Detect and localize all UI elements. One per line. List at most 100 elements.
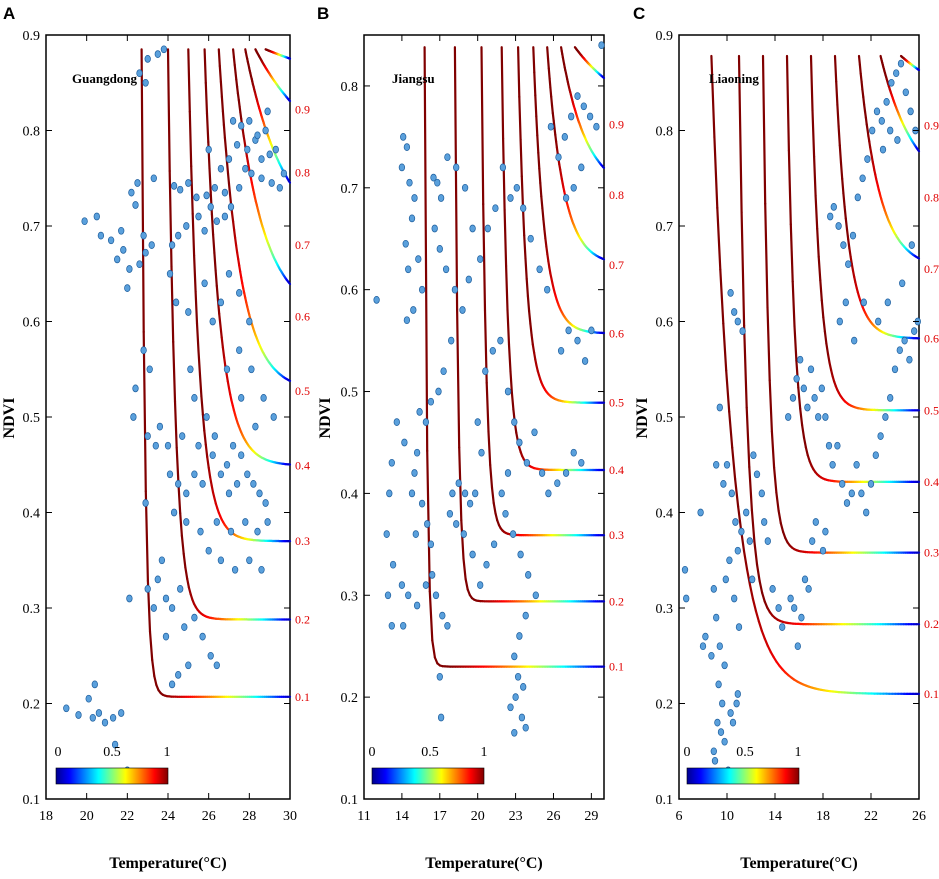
y-tick-label: 0.9 <box>23 29 41 44</box>
curve-segment <box>536 134 540 154</box>
curve-segment <box>236 92 240 102</box>
scatter-point <box>211 432 218 440</box>
x-tick-label: 26 <box>202 809 216 824</box>
curve-segment <box>200 395 204 416</box>
colorbar-label-mid: 0.5 <box>421 745 439 760</box>
scatter-point <box>168 241 176 249</box>
scatter-point <box>408 489 416 498</box>
x-tick-label: 30 <box>283 809 297 824</box>
y-tick-label: 0.1 <box>341 793 359 808</box>
curve-segment <box>201 413 206 432</box>
curve-segment <box>549 86 553 98</box>
scatter-point <box>743 508 750 517</box>
x-tick-labels: 6 10 14 18 22 26 <box>676 809 927 824</box>
curve-segment <box>845 228 850 241</box>
scatter-point <box>714 718 721 727</box>
curve-segment <box>710 54 716 139</box>
scatter-point <box>400 621 407 630</box>
curve-segment <box>168 169 173 268</box>
scatter-point <box>902 88 909 97</box>
scatter-point <box>746 537 753 545</box>
curve-label: 0.6 <box>295 310 310 324</box>
plot-frame <box>45 34 291 800</box>
curve-segment <box>785 54 791 152</box>
scatter-point <box>849 231 857 240</box>
scatter-point <box>561 133 568 141</box>
scatter-point <box>715 680 722 689</box>
curve-segment <box>212 233 216 255</box>
scatter-point <box>238 121 245 130</box>
y-tick-label: 0.5 <box>656 411 674 426</box>
curve-segment <box>858 63 862 75</box>
scatter-point <box>435 387 442 396</box>
scatter-point <box>258 174 265 183</box>
scatter-point <box>150 604 157 612</box>
scatter-point <box>205 546 212 555</box>
scatter-point <box>252 422 259 431</box>
scatter-point <box>557 346 565 355</box>
scatter-point <box>570 183 577 192</box>
curve-segment <box>713 136 719 209</box>
scatter-point <box>717 728 725 736</box>
curve-segment <box>210 484 215 494</box>
scatter-point <box>146 365 153 374</box>
colorbar-rect <box>371 767 485 785</box>
curve-segment <box>232 220 236 231</box>
x-tick-label: 29 <box>584 809 598 824</box>
scatter-point <box>406 178 413 187</box>
curve-label: 0.6 <box>924 332 939 346</box>
scatter-point <box>144 432 151 440</box>
scatter-point <box>791 604 798 612</box>
curve-segment <box>760 591 766 603</box>
curve-segment <box>187 586 192 596</box>
scatter-point <box>413 601 421 610</box>
curve-segment <box>529 322 533 336</box>
scatter-point <box>908 241 915 249</box>
scatter-point <box>373 296 380 304</box>
curve-label: 0.9 <box>609 118 624 132</box>
curve-segment <box>218 64 222 84</box>
scatter-point <box>520 204 527 213</box>
scatter-point <box>405 591 412 600</box>
points <box>681 59 921 775</box>
x-axis-title: Temperature(°C) <box>425 855 542 872</box>
curve-segment <box>799 407 804 427</box>
scatter-point <box>864 155 871 163</box>
scatter-point <box>440 367 447 376</box>
curve-segment <box>833 54 838 83</box>
curve-segment <box>547 67 551 80</box>
scatter-point <box>580 102 587 111</box>
curve-segment <box>219 80 223 99</box>
scatter-point <box>195 441 202 450</box>
scatter-point <box>812 518 819 526</box>
curve-segment <box>917 149 921 153</box>
scatter-point <box>593 122 600 131</box>
y-tick-label: 0.8 <box>341 80 359 95</box>
curve-segment <box>531 343 536 354</box>
curve-label: 0.3 <box>295 534 310 548</box>
scatter-point <box>107 236 115 245</box>
scatter-point <box>191 613 198 622</box>
scatter-point <box>238 451 245 460</box>
curve-segment <box>453 46 459 311</box>
scatter-point <box>578 458 585 467</box>
y-tick-label: 0.3 <box>656 602 674 617</box>
curve-segment <box>482 203 487 312</box>
curve-segment <box>763 637 769 647</box>
scatter-point <box>280 169 288 178</box>
y-tick-labels: 0.1 0.2 0.3 0.4 0.5 0.6 0.7 0.8 0.9 <box>656 29 674 808</box>
ticks <box>678 34 920 800</box>
curve-segment <box>740 211 746 327</box>
scatter-point <box>483 560 490 569</box>
curves <box>423 46 606 668</box>
scatter-point <box>683 594 690 603</box>
colorbar-label-max: 1 <box>481 745 488 760</box>
colorbar: 0 0.5 1 <box>684 745 802 785</box>
curve-label: 0.2 <box>609 594 624 608</box>
panel-letter: A <box>3 4 15 23</box>
scatter-point <box>95 709 103 717</box>
curve-segment <box>197 349 202 377</box>
scatter-point <box>217 298 225 307</box>
curve-segment <box>209 475 213 487</box>
curve-segment <box>800 423 806 439</box>
